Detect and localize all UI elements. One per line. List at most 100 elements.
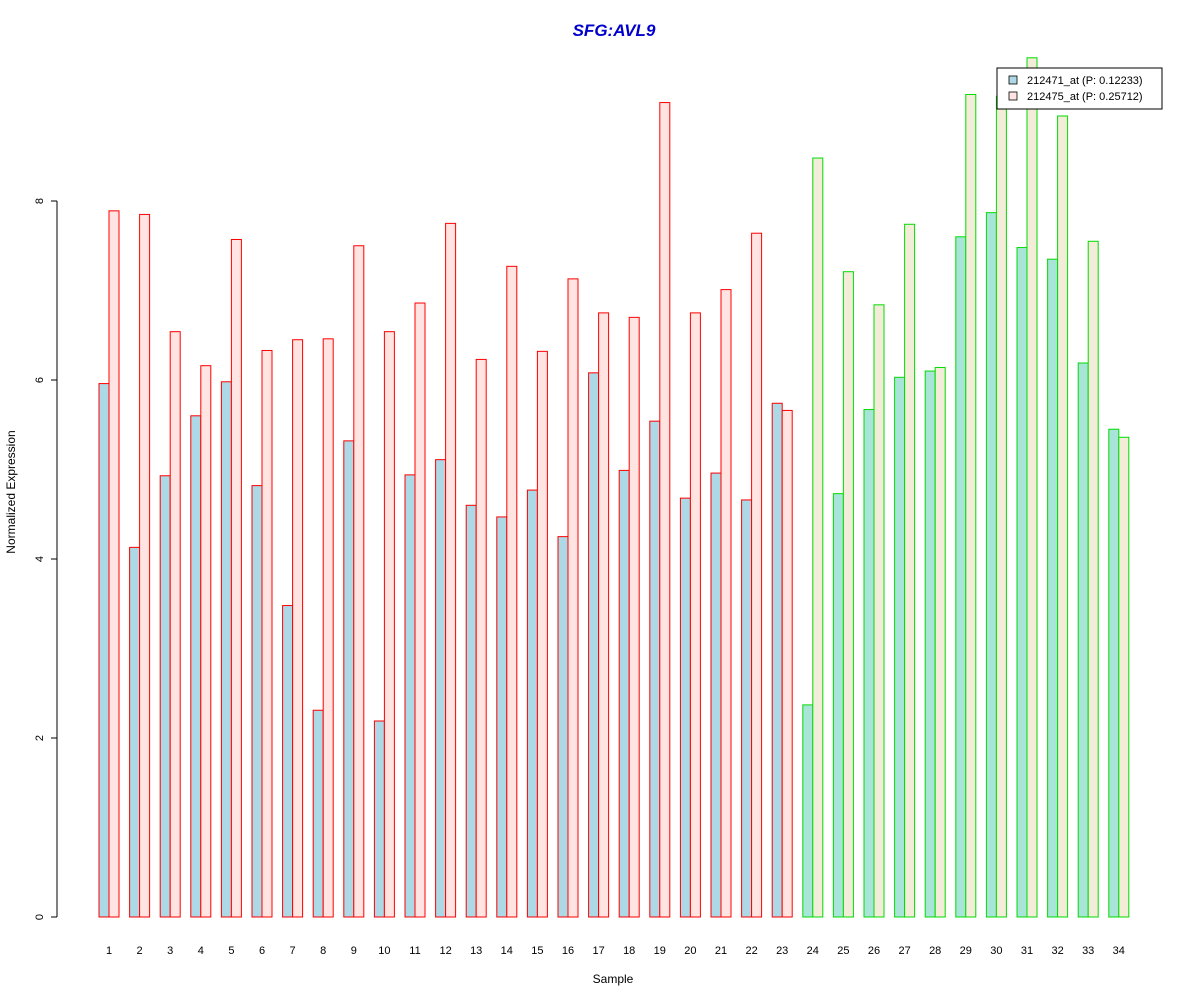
bar-series-2 <box>353 245 365 918</box>
bar-series-2 <box>414 302 426 918</box>
bar-series-2 <box>689 312 701 918</box>
legend-label-series-1: 212471_at (P: 0.12233) <box>1027 75 1143 87</box>
bar-series-1 <box>894 376 906 918</box>
bar-series-2 <box>873 304 885 918</box>
x-tick-label: 2 <box>137 945 143 957</box>
bar-series-2 <box>108 210 120 918</box>
bar-series-2 <box>751 232 763 918</box>
bar-series-1 <box>863 409 875 918</box>
x-tick-label: 7 <box>290 945 296 957</box>
bar-series-2 <box>567 278 579 918</box>
legend-label-series-2: 212475_at (P: 0.25712) <box>1027 91 1143 103</box>
x-tick-label: 19 <box>654 945 666 957</box>
x-tick-label: 4 <box>198 945 204 957</box>
bars-group <box>98 57 1130 918</box>
x-tick-label: 32 <box>1051 945 1063 957</box>
bar-series-1 <box>404 474 416 918</box>
bar-series-1 <box>741 499 753 918</box>
x-tick-labels: 1 2 3 4 5 6 7 8 9 10 11 12 13 14 15 16 17 18 19 20 21 22 23 24 2… <box>106 945 1125 957</box>
bar-series-2 <box>506 265 518 918</box>
bar-series-1 <box>832 493 844 918</box>
x-tick-label: 30 <box>990 945 1002 957</box>
bar-series-1 <box>802 704 814 918</box>
y-axis: 0 2 4 6 8 <box>34 198 58 920</box>
bar-series-2 <box>200 365 212 918</box>
bar-series-2 <box>475 358 487 918</box>
x-tick-label: 28 <box>929 945 941 957</box>
chart-title: SFG:AVL9 <box>573 21 656 40</box>
bar-series-1 <box>710 472 722 918</box>
x-tick-label: 14 <box>501 945 513 957</box>
bar-series-1 <box>526 489 538 918</box>
bar-series-1 <box>924 370 936 918</box>
x-tick-label: 34 <box>1113 945 1125 957</box>
x-tick-label: 3 <box>167 945 173 957</box>
y-tick-label: 6 <box>34 377 46 383</box>
bar-series-2 <box>261 349 273 918</box>
bar-series-1 <box>496 516 508 918</box>
legend: 212471_at (P: 0.12233) 212475_at (P: 0.2… <box>996 67 1163 110</box>
bar-series-2 <box>965 93 977 918</box>
x-tick-label: 21 <box>715 945 727 957</box>
x-tick-label: 12 <box>439 945 451 957</box>
x-tick-label: 27 <box>898 945 910 957</box>
bar-series-2 <box>628 316 640 918</box>
x-tick-label: 25 <box>837 945 849 957</box>
x-tick-label: 31 <box>1021 945 1033 957</box>
bar-series-2 <box>995 95 1007 918</box>
bar-series-2 <box>536 350 548 918</box>
bar-series-2 <box>1057 115 1069 918</box>
bar-series-2 <box>1026 57 1038 918</box>
legend-swatch-series-1 <box>1008 75 1018 85</box>
bar-series-2 <box>598 312 610 918</box>
x-tick-label: 15 <box>531 945 543 957</box>
bar-series-2 <box>445 222 457 918</box>
x-axis-label: Sample <box>593 972 634 986</box>
x-tick-label: 33 <box>1082 945 1094 957</box>
bar-series-2 <box>230 238 242 918</box>
bar-series-2 <box>781 409 793 918</box>
bar-series-1 <box>251 485 263 918</box>
x-tick-label: 20 <box>684 945 696 957</box>
bar-series-1 <box>343 440 355 918</box>
x-tick-label: 22 <box>745 945 757 957</box>
x-tick-label: 8 <box>320 945 326 957</box>
bar-series-2 <box>169 331 181 918</box>
bar-series-1 <box>985 212 997 918</box>
bar-series-1 <box>588 372 600 918</box>
x-tick-label: 18 <box>623 945 635 957</box>
x-tick-label: 13 <box>470 945 482 957</box>
x-tick-label: 26 <box>868 945 880 957</box>
bar-series-1 <box>220 381 232 918</box>
bar-series-1 <box>1047 258 1059 918</box>
bar-series-2 <box>842 271 854 918</box>
legend-box <box>996 67 1163 110</box>
y-tick-label: 4 <box>34 556 46 562</box>
bar-series-1 <box>282 605 294 918</box>
bar-series-2 <box>383 331 395 918</box>
bar-series-2 <box>812 157 824 918</box>
x-tick-label: 10 <box>378 945 390 957</box>
bar-series-1 <box>679 497 691 918</box>
x-tick-label: 6 <box>259 945 265 957</box>
y-tick-label: 2 <box>34 735 46 741</box>
bar-series-1 <box>465 504 477 918</box>
bar-series-2 <box>322 338 334 918</box>
x-tick-label: 16 <box>562 945 574 957</box>
x-tick-label: 29 <box>960 945 972 957</box>
x-tick-label: 17 <box>592 945 604 957</box>
bar-series-2 <box>1118 436 1130 918</box>
y-axis-label: Normalized Expression <box>4 430 18 553</box>
x-tick-label: 24 <box>807 945 819 957</box>
x-tick-label: 9 <box>351 945 357 957</box>
bar-series-1 <box>1108 428 1120 918</box>
x-tick-label: 5 <box>228 945 234 957</box>
bar-series-1 <box>373 720 385 918</box>
bar-series-2 <box>659 102 671 918</box>
bar-series-1 <box>190 415 202 918</box>
x-tick-label: 23 <box>776 945 788 957</box>
bar-series-2 <box>1087 240 1099 918</box>
bar-series-1 <box>312 709 324 918</box>
x-tick-label: 1 <box>106 945 112 957</box>
